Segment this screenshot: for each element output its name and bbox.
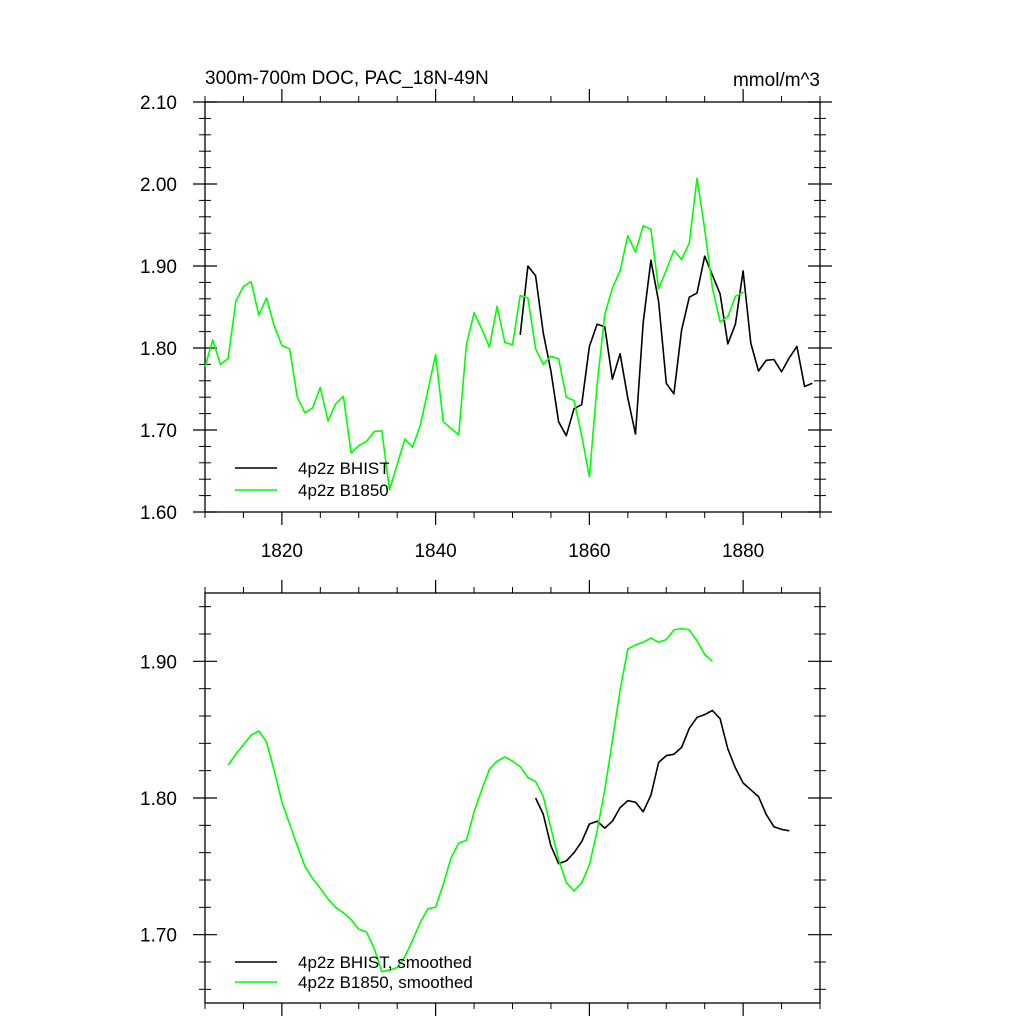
top-chart-title: 300m-700m DOC, PAC_18N-49N bbox=[205, 68, 489, 89]
top-y-tick-label: 2.00 bbox=[140, 175, 177, 196]
bottom-series-group bbox=[227, 627, 790, 973]
top-plot-frame bbox=[204, 101, 821, 513]
top-series-group bbox=[204, 177, 813, 491]
bottom-plot-frame bbox=[204, 592, 821, 1004]
legend-label-b1850: 4p2z B1850 bbox=[298, 481, 389, 500]
bottom-legend: 4p2z BHIST, smoothed 4p2z B1850, smoothe… bbox=[235, 953, 473, 992]
top-x-tick-label: 1820 bbox=[261, 541, 303, 562]
top-y-tick-label: 1.60 bbox=[140, 503, 177, 524]
legend-label-b1850-smoothed: 4p2z B1850, smoothed bbox=[298, 973, 473, 992]
top-units-label: mmol/m^3 bbox=[733, 70, 820, 91]
bottom-series-4p2z-b1850-smoothed bbox=[227, 627, 713, 973]
legend-label-bhist: 4p2z BHIST bbox=[298, 459, 390, 478]
top-legend: 4p2z BHIST 4p2z B1850 bbox=[235, 459, 390, 500]
top-x-tick-label: 1880 bbox=[722, 541, 764, 562]
top-y-tick-label: 1.80 bbox=[140, 339, 177, 360]
top-series-4p2z-b1850 bbox=[204, 177, 744, 491]
legend-label-bhist-smoothed: 4p2z BHIST, smoothed bbox=[298, 953, 472, 972]
bottom-panel: 1.70 1.80 1.90 4p2z BHIST, smoothed 4p2z B… bbox=[140, 580, 832, 1016]
top-y-tick-label: 1.70 bbox=[140, 421, 177, 442]
bottom-y-tick-label: 1.90 bbox=[140, 652, 177, 673]
top-axis-ticks: 1820 1840 1860 1880 1.60 1.70 1.80 1.90 2.00 2.10 bbox=[140, 89, 832, 562]
top-x-tick-label: 1840 bbox=[414, 541, 456, 562]
bottom-y-tick-label: 1.80 bbox=[140, 789, 177, 810]
top-x-tick-label: 1860 bbox=[568, 541, 610, 562]
top-panel: 1820 1840 1860 1880 1.60 1.70 1.80 1.90 2.00 2.10… bbox=[140, 68, 832, 562]
bottom-y-tick-label: 1.70 bbox=[140, 926, 177, 947]
bottom-axis-ticks: 1.70 1.80 1.90 bbox=[140, 580, 832, 1016]
bottom-series-4p2z-bhist-smoothed bbox=[534, 709, 790, 865]
top-series-4p2z-bhist bbox=[519, 255, 813, 437]
top-y-tick-label: 2.10 bbox=[140, 93, 177, 114]
top-y-tick-label: 1.90 bbox=[140, 257, 177, 278]
